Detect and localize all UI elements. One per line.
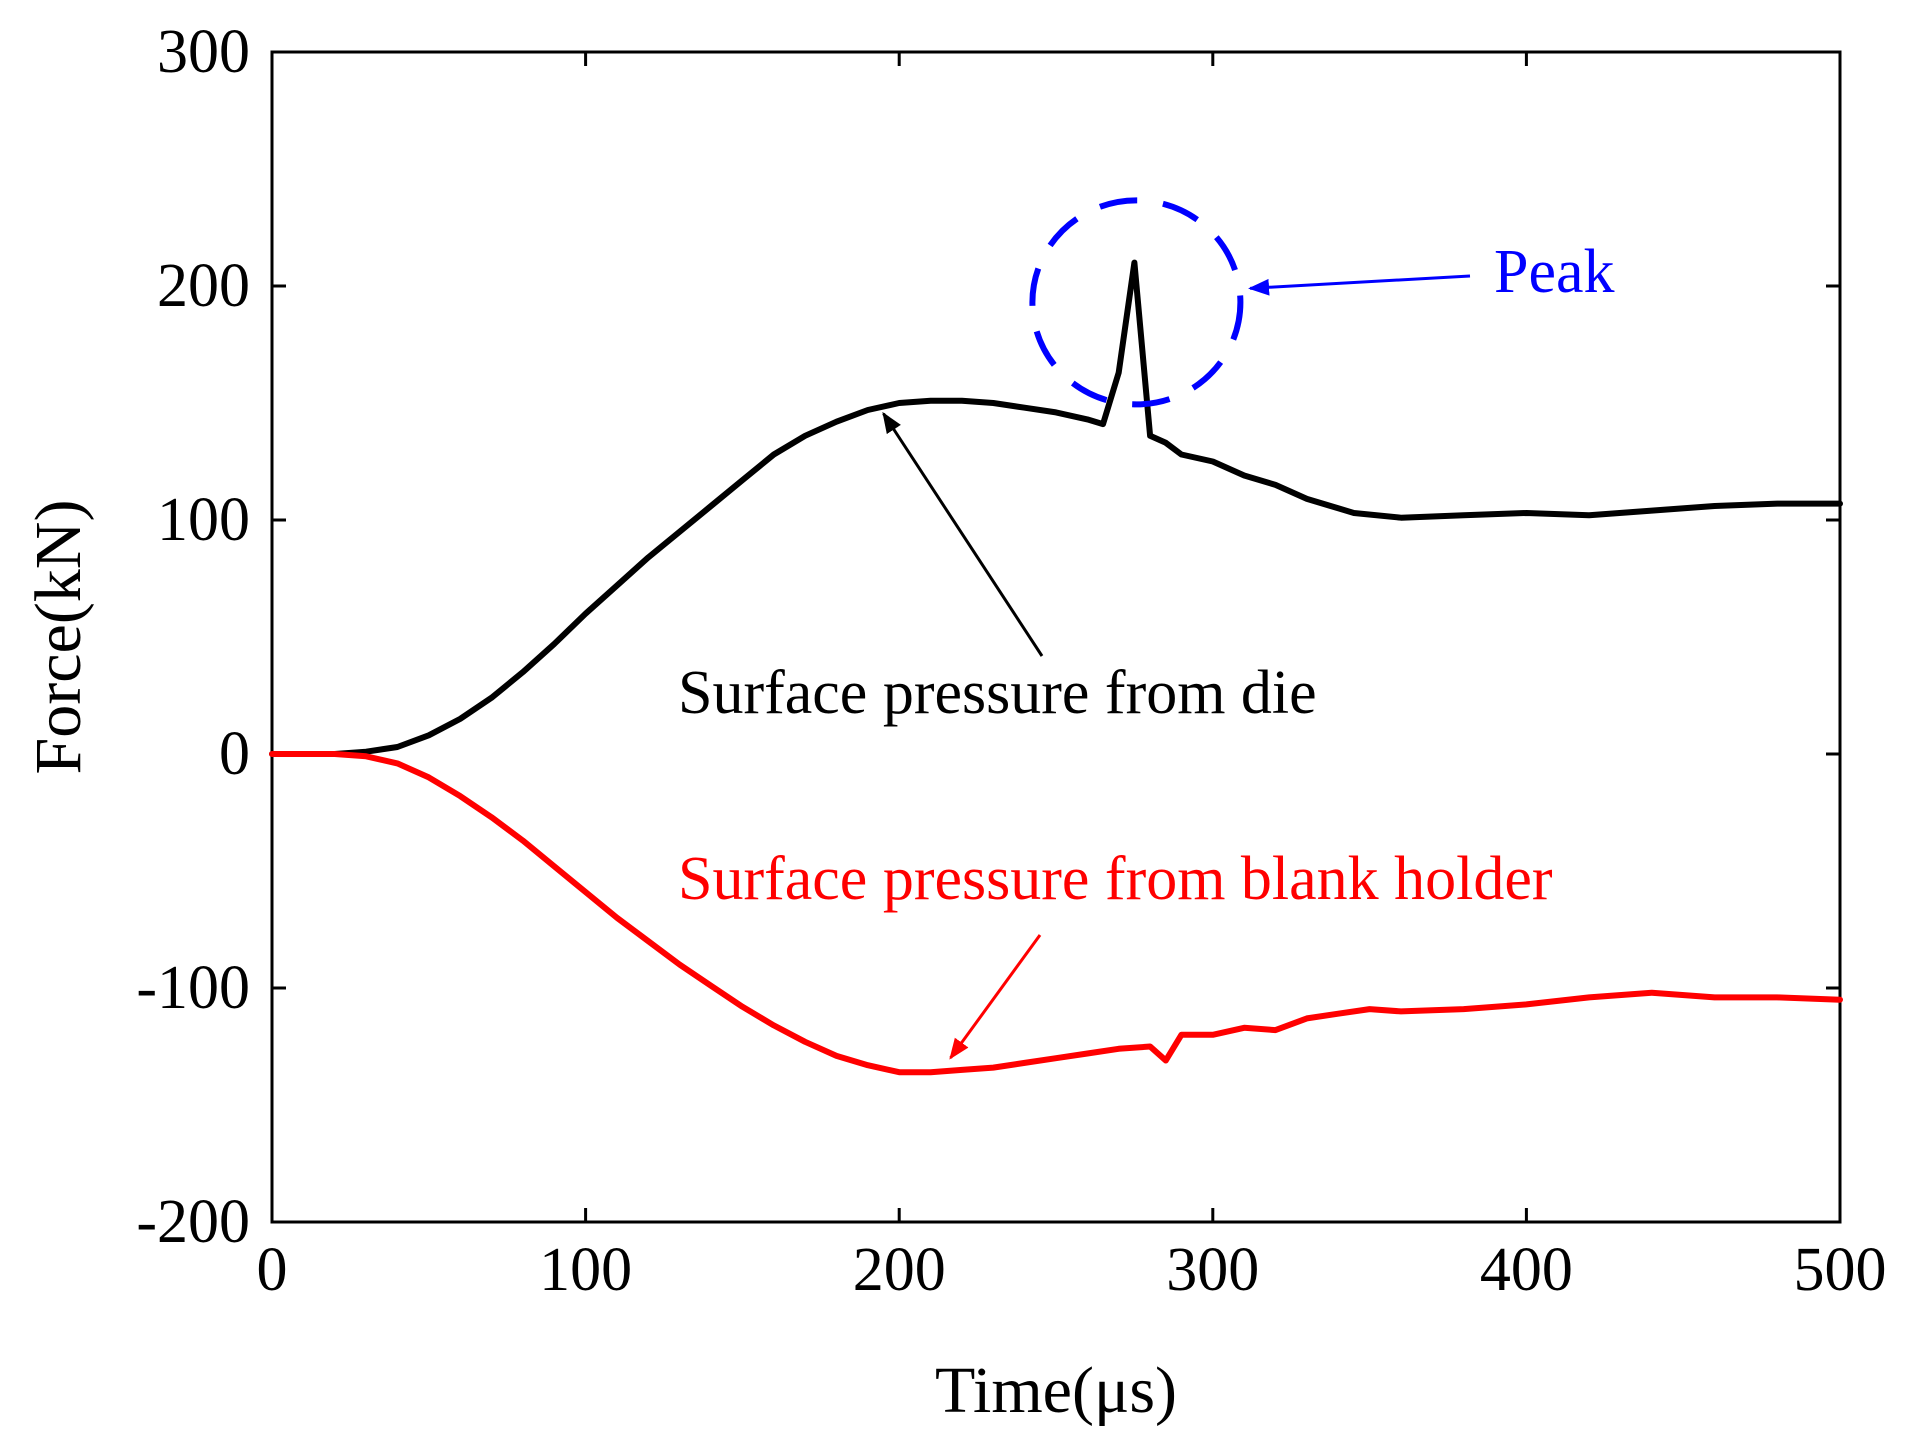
- x-tick-label: 300: [1166, 1236, 1259, 1304]
- x-tick-label: 200: [853, 1236, 946, 1304]
- y-tick-label: 100: [157, 486, 250, 554]
- peak-label: Peak: [1494, 238, 1615, 306]
- y-tick-label: -100: [136, 954, 250, 1022]
- axis-tick-labels: 0 100 200 300 400 500 -200 -100 0 100 200 300: [136, 18, 1886, 1304]
- series-layer: [269, 259, 1843, 1076]
- plot-frame: [270, 50, 1842, 1224]
- peak-label-arrow: [1248, 274, 1471, 296]
- peak-marker-circle: [1029, 197, 1244, 408]
- x-axis-title: Time(μs): [935, 1354, 1177, 1427]
- x-tick-label: 500: [1794, 1236, 1887, 1304]
- die-series-label: Surface pressure from die: [678, 659, 1317, 727]
- y-tick-label: 200: [157, 252, 250, 320]
- annotation-layer: [882, 197, 1471, 1060]
- y-tick-label: -200: [136, 1188, 250, 1256]
- series-line-die: [269, 259, 1843, 757]
- y-tick-label: 0: [219, 720, 250, 788]
- x-tick-label: 0: [257, 1236, 288, 1304]
- blank-holder-series-label: Surface pressure from blank holder: [678, 845, 1553, 913]
- y-axis-title: Force(kN): [22, 500, 95, 775]
- axis-ticks: [270, 50, 1842, 1224]
- y-tick-label: 300: [157, 18, 250, 86]
- die-label-arrow: [882, 411, 1044, 657]
- blank-holder-label-arrow: [949, 934, 1042, 1060]
- x-tick-label: 100: [539, 1236, 632, 1304]
- series-line-blank-holder: [269, 751, 1843, 1076]
- x-tick-label: 400: [1480, 1236, 1573, 1304]
